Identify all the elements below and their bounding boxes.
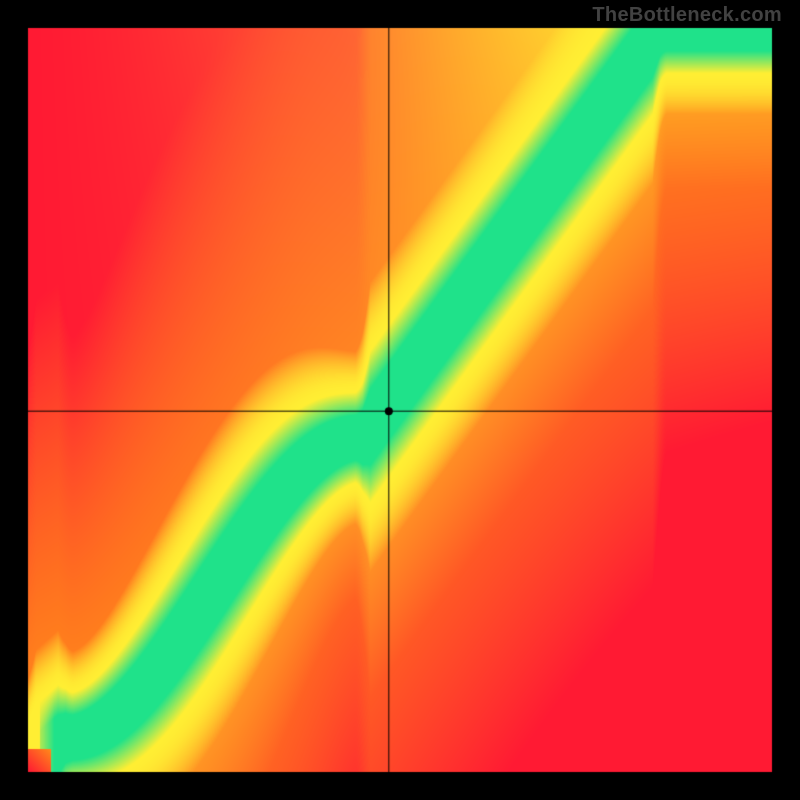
chart-container: TheBottleneck.com <box>0 0 800 800</box>
heatmap-canvas <box>0 0 800 800</box>
watermark-text: TheBottleneck.com <box>592 4 782 27</box>
heatmap-canvas-wrap <box>0 0 800 800</box>
